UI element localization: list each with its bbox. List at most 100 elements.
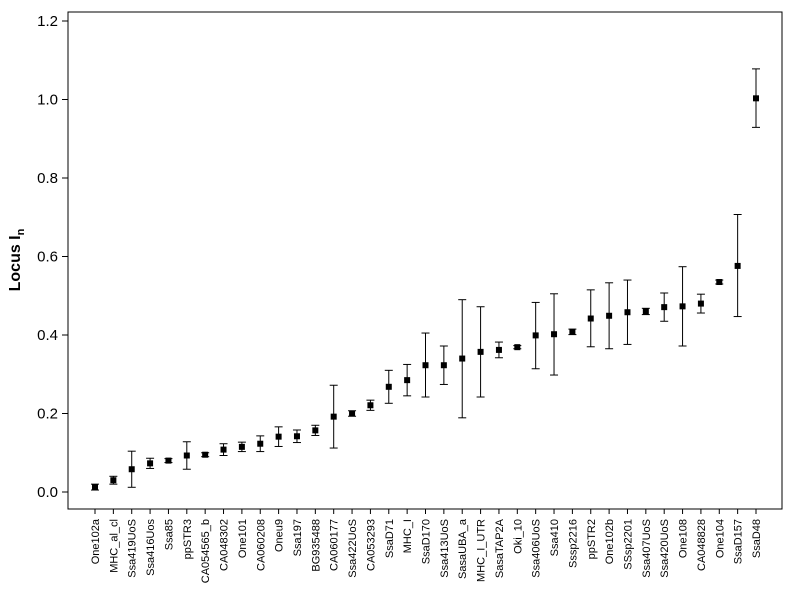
x-tick-label: SsaD71 bbox=[384, 519, 396, 558]
data-point-group bbox=[641, 307, 650, 316]
data-point bbox=[569, 328, 576, 335]
x-tick-label: Oki_10 bbox=[512, 519, 524, 554]
data-point-group bbox=[237, 441, 246, 453]
data-point bbox=[422, 362, 429, 369]
data-point bbox=[495, 346, 502, 353]
x-tick-label: One104 bbox=[714, 519, 726, 558]
data-point-group bbox=[421, 332, 430, 398]
data-point bbox=[293, 433, 300, 440]
data-point bbox=[606, 312, 613, 319]
data-point bbox=[532, 332, 539, 339]
data-point bbox=[312, 427, 319, 434]
data-point bbox=[697, 300, 704, 307]
data-point bbox=[440, 362, 447, 369]
data-point bbox=[477, 348, 484, 355]
y-tick-label: 1.2 bbox=[37, 13, 58, 30]
data-point-group bbox=[329, 384, 338, 449]
x-tick-label: Ssa406UoS bbox=[531, 519, 543, 578]
data-point bbox=[716, 279, 723, 286]
data-point bbox=[349, 410, 356, 417]
data-point bbox=[624, 309, 631, 316]
data-point-group bbox=[605, 282, 614, 350]
x-tick-label: BG935488 bbox=[310, 519, 322, 572]
data-point-group bbox=[182, 441, 191, 470]
data-point bbox=[275, 433, 282, 440]
x-tick-label: SsaD48 bbox=[751, 519, 763, 558]
data-point bbox=[642, 308, 649, 315]
y-tick-label: 0.0 bbox=[37, 484, 58, 501]
x-axis: One102a MHC_al_cl Ssa419UoS Ssa416Uos Ssa85 p… bbox=[90, 509, 763, 583]
x-tick-label: One102a bbox=[90, 518, 102, 564]
y-tick-label: 0.4 bbox=[37, 327, 58, 344]
data-point-group bbox=[348, 410, 357, 417]
y-tick-label: 0.2 bbox=[37, 406, 58, 423]
data-point bbox=[202, 451, 209, 458]
y-axis-title-subscript: n bbox=[15, 228, 27, 235]
data-point bbox=[110, 477, 117, 484]
data-point-group bbox=[586, 289, 595, 348]
x-tick-label: CA048828 bbox=[696, 519, 708, 571]
x-tick-label: SsaD157 bbox=[733, 519, 745, 564]
data-point bbox=[165, 457, 172, 464]
data-point bbox=[514, 344, 521, 351]
x-tick-label: CA053293 bbox=[365, 519, 377, 571]
data-point bbox=[385, 383, 392, 390]
x-tick-label: Ssa416Uos bbox=[145, 519, 157, 576]
x-tick-label: Ssa407UoS bbox=[641, 519, 653, 578]
data-point bbox=[367, 402, 374, 409]
data-point bbox=[679, 303, 686, 310]
data-point bbox=[128, 466, 135, 473]
data-point-group bbox=[366, 399, 375, 411]
data-point-group bbox=[733, 214, 742, 318]
data-point bbox=[330, 413, 337, 420]
data-point-group bbox=[550, 293, 559, 376]
data-point bbox=[92, 484, 98, 491]
data-point bbox=[459, 355, 466, 362]
y-axis-title-main: Locus I bbox=[7, 235, 24, 291]
plot-frame bbox=[67, 11, 783, 510]
x-tick-label: One102b bbox=[604, 519, 616, 564]
x-tick-label: One108 bbox=[678, 519, 690, 558]
x-tick-label: Ssa413UoS bbox=[439, 519, 451, 578]
y-tick-label: 1.0 bbox=[37, 92, 58, 109]
data-point-group bbox=[568, 328, 577, 336]
data-point bbox=[753, 95, 759, 102]
x-tick-label: Ssa419UoS bbox=[127, 519, 139, 578]
data-point-group bbox=[715, 279, 724, 286]
data-point-group bbox=[127, 450, 136, 488]
x-tick-label: MHC_I bbox=[402, 519, 414, 553]
data-point-group bbox=[219, 443, 228, 456]
data-point-group bbox=[494, 341, 503, 359]
y-tick-label: 0.6 bbox=[37, 249, 58, 266]
x-tick-label: SsaD170 bbox=[421, 519, 433, 564]
x-tick-label: MHC_al_cl bbox=[108, 519, 120, 573]
data-point bbox=[238, 443, 245, 450]
x-tick-label: Oneu9 bbox=[274, 519, 286, 552]
x-tick-label: One101 bbox=[237, 519, 249, 558]
x-tick-label: SasaTAP2A bbox=[494, 518, 506, 578]
x-tick-label: CA048302 bbox=[219, 519, 231, 571]
x-tick-label: MHC_I_UTR bbox=[476, 519, 488, 582]
x-tick-label: Sssp2216 bbox=[567, 519, 579, 568]
data-point-group bbox=[384, 369, 393, 404]
data-point-group bbox=[292, 429, 301, 444]
data-point bbox=[147, 460, 154, 467]
x-tick-label: CA060208 bbox=[255, 519, 267, 571]
data-point-group bbox=[531, 301, 540, 370]
x-tick-label: CA054565_b bbox=[200, 519, 212, 583]
y-axis-title: Locus In bbox=[7, 228, 27, 291]
x-tick-label: Ssa85 bbox=[163, 519, 175, 550]
data-point-group bbox=[696, 293, 705, 314]
data-point bbox=[661, 304, 668, 311]
data-point-group bbox=[274, 426, 283, 447]
data-point bbox=[587, 315, 594, 322]
x-tick-label: CA060177 bbox=[329, 519, 341, 571]
y-tick-label: 0.8 bbox=[37, 170, 58, 187]
data-point-group bbox=[109, 475, 118, 485]
x-tick-label: Ssa422UoS bbox=[347, 519, 359, 578]
data-point-group bbox=[752, 68, 760, 128]
data-point-group bbox=[146, 457, 155, 469]
data-point bbox=[404, 377, 411, 384]
data-point-group bbox=[311, 424, 320, 436]
